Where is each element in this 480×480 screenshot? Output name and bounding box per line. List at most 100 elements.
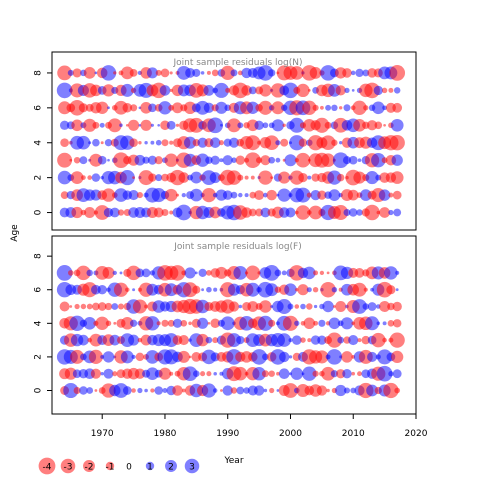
residual-bubble — [201, 383, 216, 398]
residual-bubble — [322, 300, 334, 313]
residual-bubble — [220, 389, 223, 392]
residual-bubble — [83, 67, 96, 79]
residual-bubble — [231, 157, 237, 163]
residual-bubble — [319, 270, 325, 276]
residual-bubble — [112, 371, 118, 377]
residual-bubble — [86, 269, 93, 277]
residual-bubble — [318, 319, 326, 327]
residual-bubble — [213, 82, 229, 98]
residual-bubble — [68, 270, 74, 276]
residual-bubble — [227, 333, 241, 348]
residual-bubble — [395, 288, 399, 292]
residual-bubble — [192, 285, 201, 294]
residual-bubble — [312, 286, 319, 293]
residual-bubble — [100, 372, 104, 376]
residual-bubble — [160, 68, 170, 78]
residual-bubble — [198, 268, 207, 277]
residual-bubble — [376, 210, 381, 215]
legend-label: -3 — [64, 463, 73, 473]
residual-bubble — [365, 316, 380, 331]
residual-bubble — [366, 384, 379, 397]
residual-bubble — [97, 284, 107, 295]
residual-bubble — [213, 287, 218, 292]
residual-bubble — [225, 87, 231, 93]
residual-bubble — [263, 192, 268, 198]
residual-bubble — [386, 285, 396, 295]
residual-bubble — [211, 69, 219, 77]
residual-bubble — [122, 386, 132, 395]
residual-bubble — [150, 140, 155, 145]
residual-bubble — [332, 152, 349, 169]
residual-bubble — [109, 207, 120, 218]
residual-bubble — [306, 287, 312, 293]
legend-bubble — [60, 458, 76, 474]
residual-bubble — [81, 175, 86, 180]
panels: Joint sample residuals log(N)02468Joint … — [34, 51, 417, 415]
y-tick-label: 8 — [34, 70, 44, 76]
residual-bubble — [393, 208, 402, 217]
residual-bubble — [150, 123, 154, 127]
residual-bubble — [313, 304, 318, 309]
residual-bubble — [276, 371, 280, 376]
residual-bubble — [300, 337, 306, 343]
y-tick-label: 0 — [34, 387, 44, 393]
residual-bubble — [244, 152, 261, 169]
residual-bubble — [119, 123, 123, 128]
residual-bubble — [381, 87, 388, 94]
residual-bubble — [117, 209, 125, 216]
residual-bubble — [245, 135, 261, 151]
residual-bubble — [271, 101, 285, 115]
residual-bubble — [317, 335, 327, 345]
residual-bubble — [282, 123, 286, 127]
residual-bubble — [302, 366, 317, 381]
residual-bubble — [78, 334, 89, 346]
residual-bubble — [92, 121, 100, 129]
residual-bubble — [271, 119, 284, 132]
residual-bubble — [244, 193, 249, 198]
residual-bubble — [331, 139, 338, 146]
residual-bubble — [275, 157, 281, 163]
residual-bubble — [295, 152, 311, 168]
residual-bubble — [182, 366, 198, 382]
residual-bubble — [188, 117, 204, 133]
residual-bubble — [137, 387, 143, 394]
residual-bubble — [215, 266, 228, 279]
residual-bubble — [92, 138, 100, 147]
residual-bubble — [357, 338, 362, 343]
x-tick-label: 1980 — [154, 429, 177, 439]
residual-bubble — [388, 192, 394, 198]
residual-bubble — [238, 192, 243, 198]
legend-bubble — [184, 458, 200, 474]
legend-label: -1 — [106, 463, 115, 473]
residual-bubble — [166, 120, 176, 130]
residual-bubble — [246, 101, 259, 114]
residual-bubble — [89, 153, 103, 167]
residual-bubble — [388, 371, 394, 377]
residual-bubble — [312, 370, 319, 377]
residual-bubble — [326, 349, 343, 365]
residual-bubble — [222, 190, 233, 200]
residual-bubble — [58, 101, 72, 115]
residual-bubble — [201, 288, 205, 292]
residual-bubble — [121, 317, 134, 330]
residual-bubble — [88, 349, 103, 364]
residual-bubble — [328, 189, 341, 201]
residual-bubble — [383, 123, 386, 127]
residual-bubble — [135, 268, 145, 278]
legend-label: 3 — [189, 463, 195, 473]
residual-bubble — [241, 85, 252, 96]
residual-bubble — [228, 137, 240, 148]
residual-bubble — [113, 71, 117, 75]
residual-bubble — [245, 282, 260, 297]
residual-bubble — [257, 65, 274, 81]
residual-bubble — [235, 155, 245, 165]
residual-bubble — [355, 68, 364, 78]
residual-bubble — [200, 71, 205, 75]
residual-bubble — [141, 268, 151, 278]
residual-bubble — [337, 336, 345, 344]
x-tick-label: 1970 — [91, 429, 114, 439]
residual-bubble — [250, 175, 255, 180]
residual-bubble — [113, 282, 129, 297]
residual-bubble — [316, 385, 328, 396]
